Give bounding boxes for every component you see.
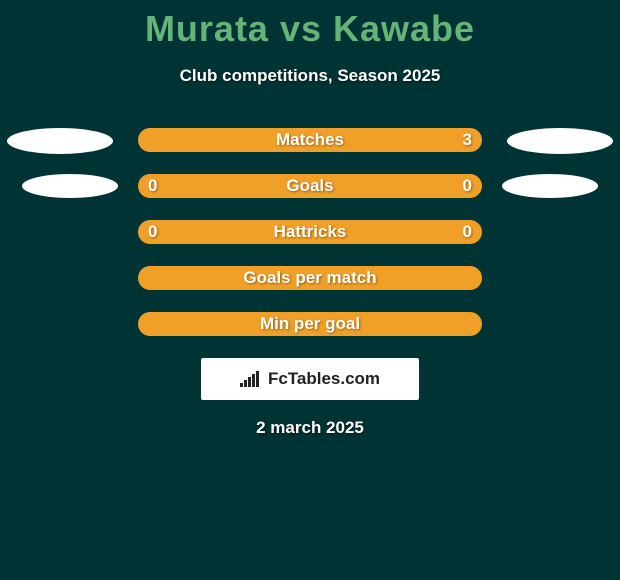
player-avatar-left-top: [7, 128, 113, 154]
stat-label: Min per goal: [260, 314, 360, 334]
stat-label: Goals per match: [243, 268, 376, 288]
logo-box: FcTables.com: [201, 358, 419, 400]
comparison-content: Matches 3 0 Goals 0 0 Hattricks 0 Goals …: [0, 128, 620, 438]
stat-label: Hattricks: [274, 222, 347, 242]
bar-chart-icon: [240, 371, 262, 387]
logo-text: FcTables.com: [240, 369, 380, 389]
subtitle: Club competitions, Season 2025: [0, 66, 620, 86]
date-text: 2 march 2025: [0, 418, 620, 438]
stat-label: Goals: [286, 176, 333, 196]
page-title: Murata vs Kawabe: [0, 0, 620, 50]
player-avatar-left-bottom: [22, 174, 118, 198]
stat-value-left: 0: [148, 222, 157, 242]
stat-row-min-per-goal: Min per goal: [138, 312, 482, 336]
stat-value-right: 3: [463, 130, 472, 150]
stat-row-matches: Matches 3: [138, 128, 482, 152]
player-avatar-right-top: [507, 128, 613, 154]
stat-value-right: 0: [463, 176, 472, 196]
stat-label: Matches: [276, 130, 344, 150]
stat-row-goals-per-match: Goals per match: [138, 266, 482, 290]
stat-row-hattricks: 0 Hattricks 0: [138, 220, 482, 244]
stat-row-goals: 0 Goals 0: [138, 174, 482, 198]
player-avatar-right-bottom: [502, 174, 598, 198]
stat-value-right: 0: [463, 222, 472, 242]
stat-rows: Matches 3 0 Goals 0 0 Hattricks 0 Goals …: [138, 128, 482, 336]
stat-value-left: 0: [148, 176, 157, 196]
logo-label: FcTables.com: [268, 369, 380, 389]
